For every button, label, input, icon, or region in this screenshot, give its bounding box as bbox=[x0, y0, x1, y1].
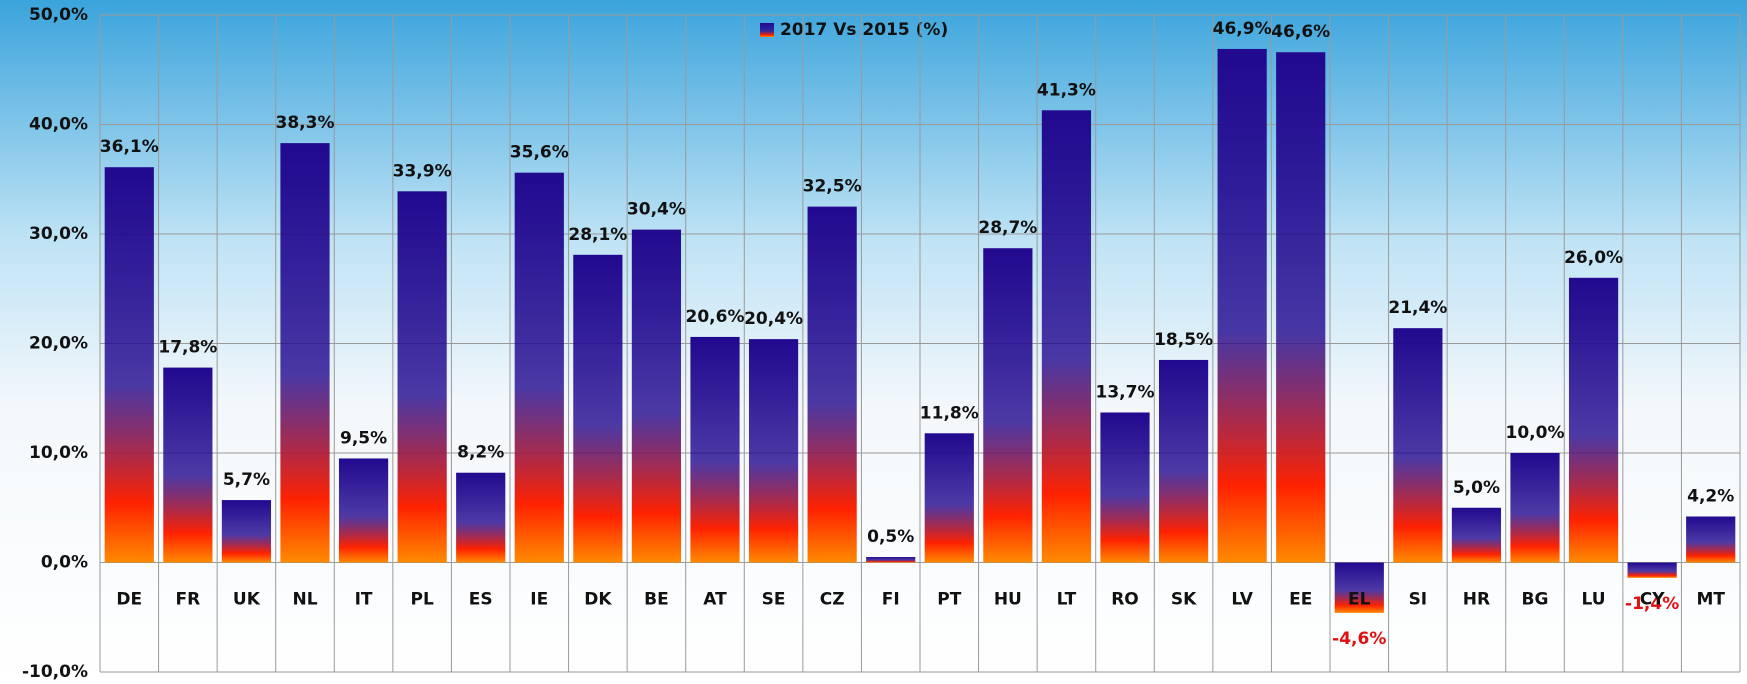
bar bbox=[104, 167, 154, 563]
x-tick-label: RO bbox=[1111, 590, 1139, 610]
x-tick-label: EL bbox=[1348, 590, 1371, 610]
legend: 2017 Vs 2015 (%) bbox=[760, 20, 948, 40]
value-label: 26,0% bbox=[1564, 248, 1623, 268]
value-label: 8,2% bbox=[457, 443, 504, 463]
x-tick-label: FI bbox=[882, 590, 900, 610]
x-tick-label: IT bbox=[355, 590, 373, 610]
value-label: 46,6% bbox=[1271, 22, 1330, 42]
value-label: 36,1% bbox=[100, 137, 159, 157]
bar bbox=[866, 557, 916, 563]
x-tick-label: SK bbox=[1171, 590, 1197, 610]
bar bbox=[1393, 328, 1443, 563]
y-tick-label: 20,0% bbox=[29, 334, 88, 354]
x-tick-label: BG bbox=[1522, 590, 1549, 610]
value-label: 20,6% bbox=[686, 307, 745, 327]
x-tick-label: LU bbox=[1582, 590, 1606, 610]
value-label: 20,4% bbox=[744, 309, 803, 329]
x-tick-label: HU bbox=[994, 590, 1022, 610]
value-label: 10,0% bbox=[1506, 423, 1565, 443]
x-tick-label: ES bbox=[469, 590, 493, 610]
value-label: 5,0% bbox=[1453, 478, 1500, 498]
value-label: 4,2% bbox=[1687, 487, 1734, 507]
value-label: 11,8% bbox=[920, 403, 979, 423]
y-tick-label: 10,0% bbox=[29, 443, 88, 463]
x-tick-label: EE bbox=[1289, 590, 1312, 610]
value-label: 30,4% bbox=[627, 200, 686, 220]
bar bbox=[1627, 562, 1677, 578]
value-label: 46,9% bbox=[1213, 19, 1272, 39]
value-label: 17,8% bbox=[158, 338, 217, 358]
bar bbox=[690, 336, 740, 563]
value-label: -4,6% bbox=[1332, 629, 1386, 649]
bar bbox=[1568, 277, 1619, 563]
bar bbox=[514, 172, 564, 563]
y-tick-label: 0,0% bbox=[41, 553, 88, 573]
x-tick-label: AT bbox=[703, 590, 727, 610]
value-label: 35,6% bbox=[510, 143, 569, 163]
bar bbox=[1510, 453, 1560, 563]
value-label: 33,9% bbox=[393, 161, 452, 181]
value-label: 5,7% bbox=[223, 470, 270, 490]
y-tick-label: 50,0% bbox=[29, 5, 88, 25]
value-label: 0,5% bbox=[867, 527, 914, 547]
x-tick-label: SE bbox=[762, 590, 786, 610]
value-label: 18,5% bbox=[1154, 330, 1213, 350]
bar bbox=[1276, 52, 1326, 563]
bar bbox=[397, 191, 447, 563]
value-label: 21,4% bbox=[1388, 298, 1447, 318]
bar bbox=[1041, 110, 1092, 563]
x-tick-label: DE bbox=[116, 590, 142, 610]
bar bbox=[1334, 562, 1384, 613]
x-tick-label: FR bbox=[176, 590, 201, 610]
value-label: 28,7% bbox=[978, 218, 1037, 238]
bar bbox=[163, 367, 213, 563]
bar bbox=[748, 339, 799, 563]
bar bbox=[280, 143, 330, 563]
legend-label: 2017 Vs 2015 (%) bbox=[780, 20, 948, 40]
value-label: 13,7% bbox=[1096, 382, 1155, 402]
x-tick-label: HR bbox=[1463, 590, 1490, 610]
y-tick-label: -10,0% bbox=[22, 662, 88, 682]
bar bbox=[573, 254, 623, 563]
x-tick-label: UK bbox=[233, 590, 261, 610]
bar bbox=[1100, 412, 1150, 563]
bar bbox=[456, 472, 506, 563]
x-tick-label: CY bbox=[1640, 590, 1665, 610]
x-tick-label: PL bbox=[410, 590, 433, 610]
value-label: 32,5% bbox=[803, 177, 862, 197]
x-tick-label: CZ bbox=[820, 590, 845, 610]
bar bbox=[221, 500, 272, 563]
bar bbox=[983, 248, 1033, 563]
y-tick-label: 30,0% bbox=[29, 224, 88, 244]
x-tick-label: IE bbox=[530, 590, 548, 610]
bar bbox=[924, 433, 974, 563]
legend-swatch bbox=[760, 23, 774, 37]
value-label: 9,5% bbox=[340, 428, 387, 448]
x-tick-label: NL bbox=[292, 590, 317, 610]
x-tick-label: SI bbox=[1409, 590, 1428, 610]
bar bbox=[1686, 516, 1736, 563]
value-label: -1,4% bbox=[1625, 594, 1679, 614]
bar bbox=[1217, 48, 1267, 563]
x-tick-label: BE bbox=[644, 590, 669, 610]
bar bbox=[1158, 359, 1209, 563]
bar bbox=[807, 206, 857, 563]
bar bbox=[338, 458, 389, 563]
value-label: 41,3% bbox=[1037, 80, 1096, 100]
x-tick-label: PT bbox=[937, 590, 961, 610]
value-label: 38,3% bbox=[276, 113, 335, 133]
y-tick-label: 40,0% bbox=[29, 115, 88, 135]
x-tick-label: DK bbox=[584, 590, 612, 610]
x-tick-label: LV bbox=[1231, 590, 1253, 610]
value-label: 28,1% bbox=[568, 225, 627, 245]
bar bbox=[631, 229, 682, 563]
bar bbox=[1451, 507, 1502, 563]
x-tick-label: LT bbox=[1057, 590, 1077, 610]
x-tick-label: MT bbox=[1696, 590, 1725, 610]
